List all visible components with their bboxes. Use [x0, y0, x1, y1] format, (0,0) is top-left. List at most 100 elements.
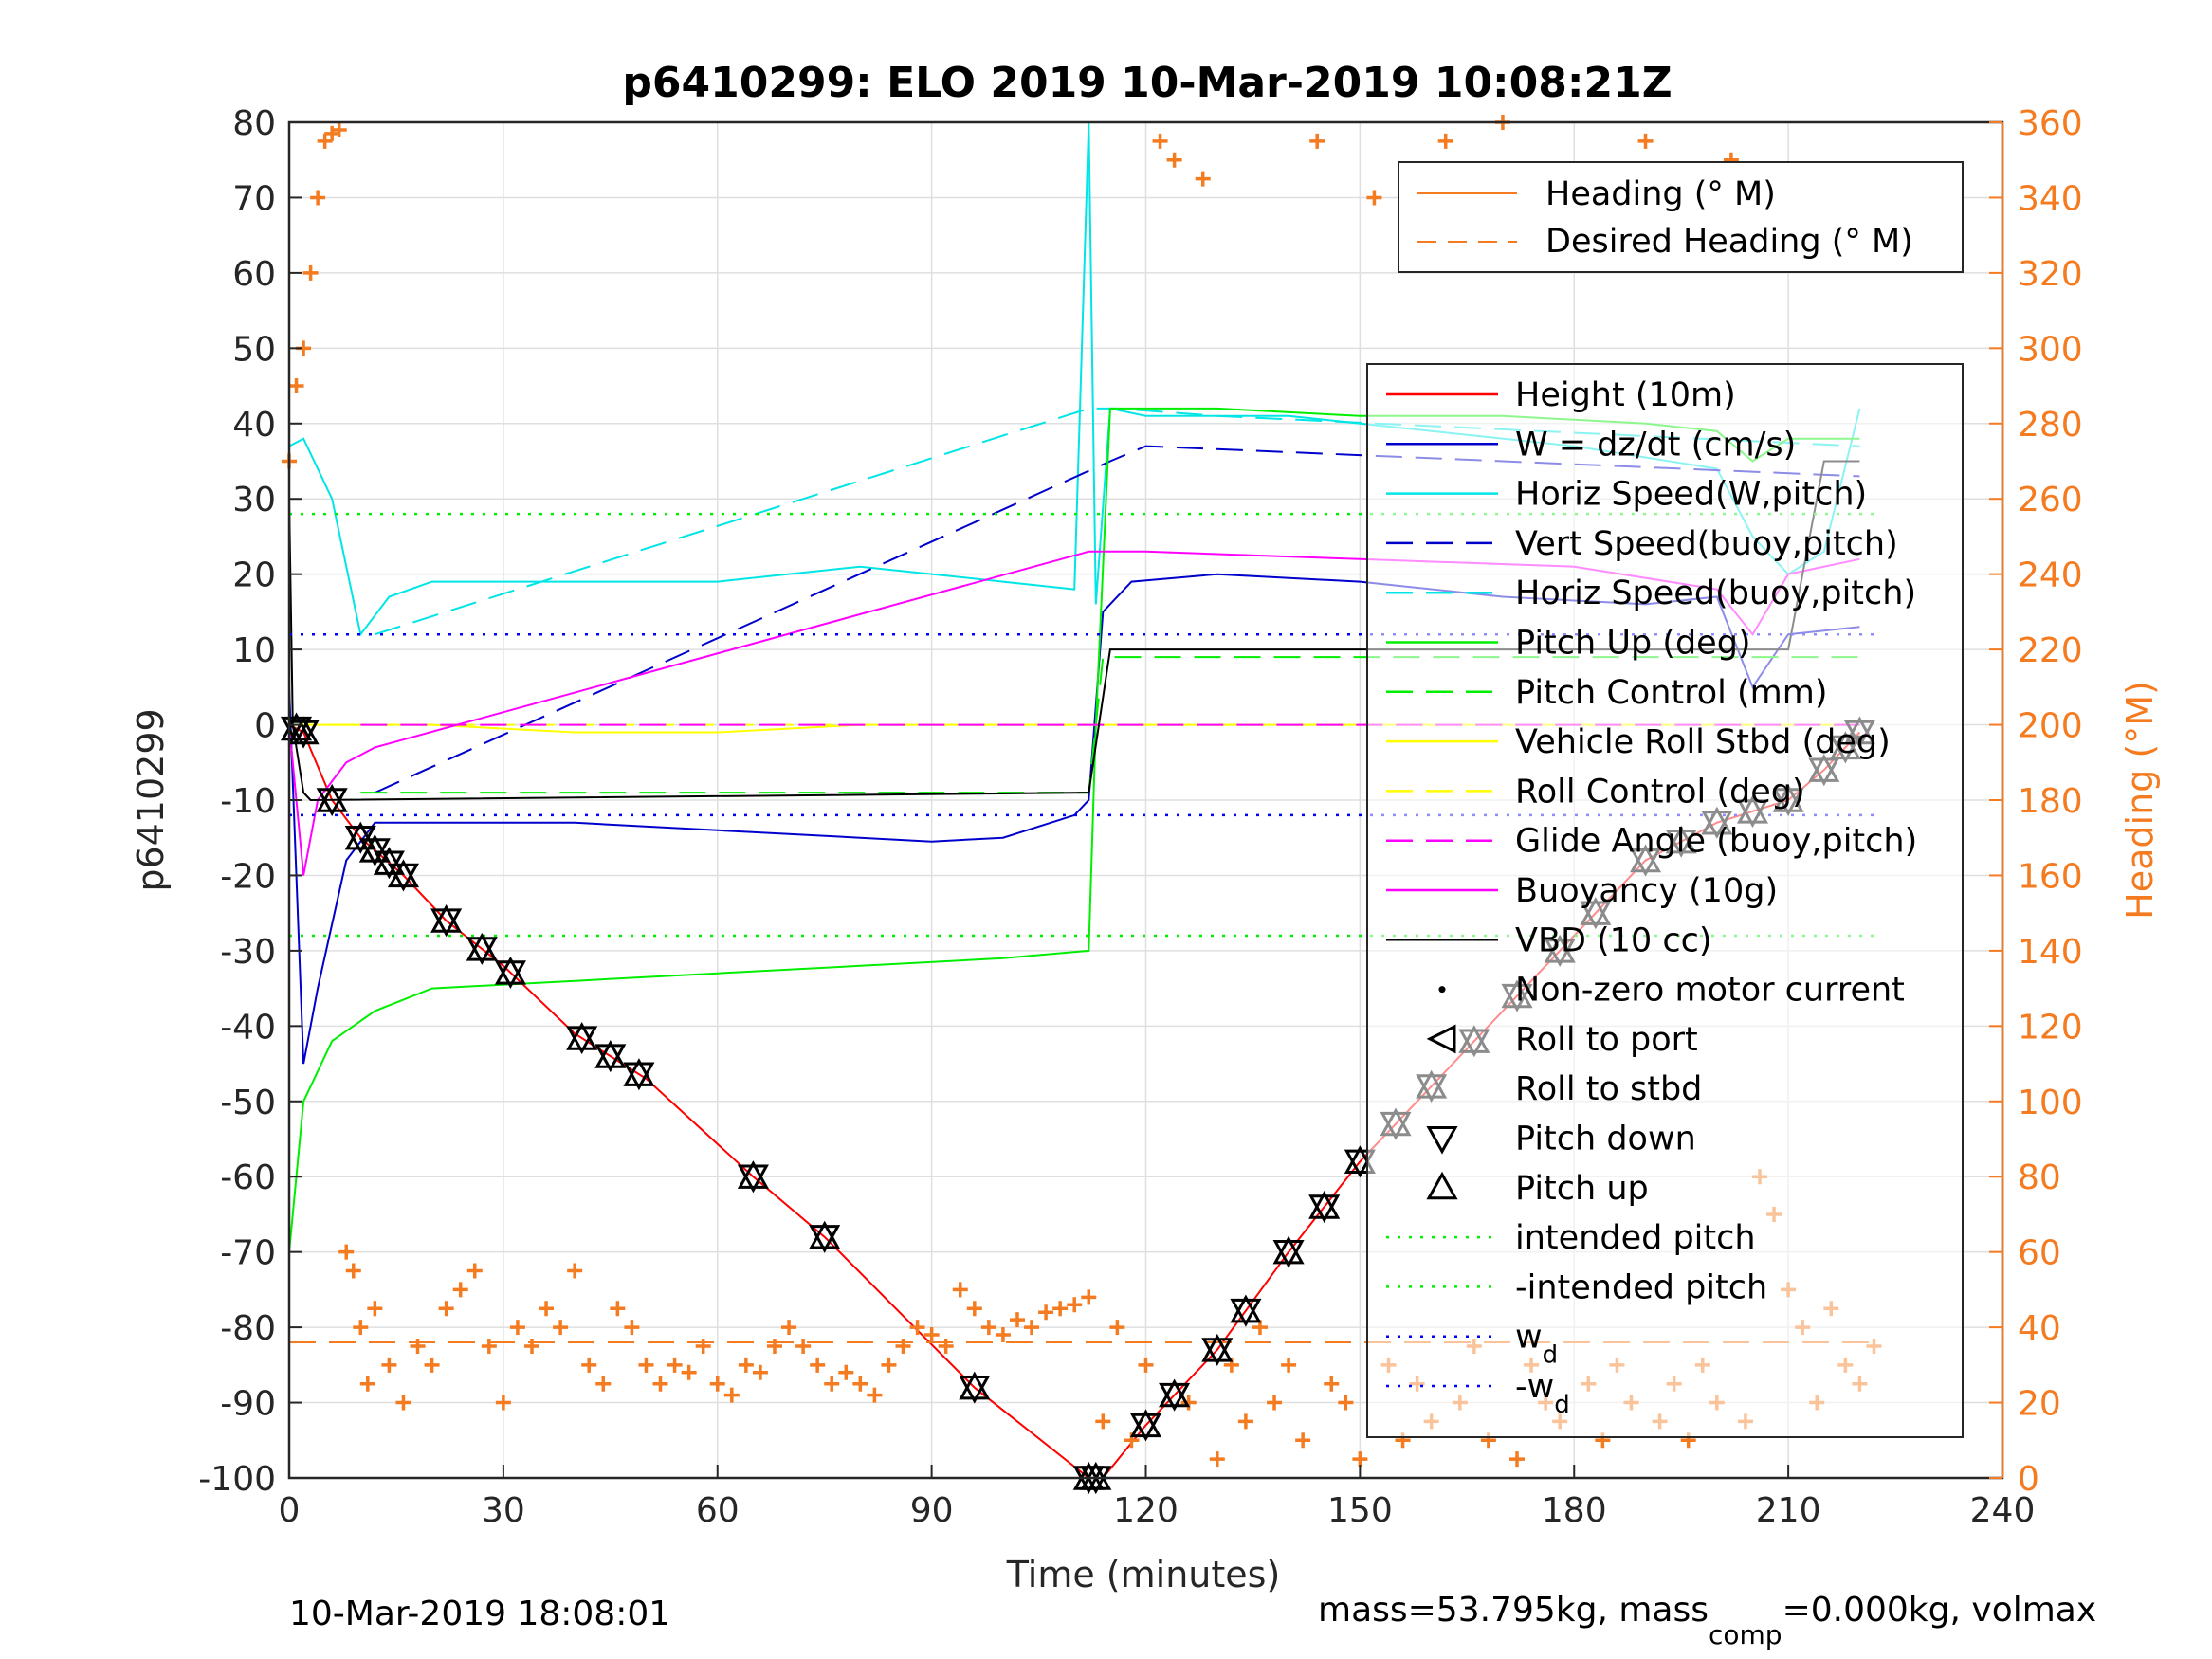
y2-tick-label: 40	[2018, 1309, 2061, 1348]
y2-tick-label: 180	[2018, 782, 2083, 821]
legend-heading-box	[1398, 161, 1964, 273]
pitch-down-marker	[1159, 1382, 1191, 1412]
heading-point	[895, 1338, 911, 1354]
y-tick-label: -20	[220, 857, 276, 896]
legend-label: -intended pitch	[1515, 1268, 1767, 1306]
heading-point	[766, 1338, 782, 1354]
x-tick-label: 60	[696, 1491, 740, 1530]
footer-mass-sub: comp	[1709, 1619, 1782, 1650]
heading-point	[1509, 1451, 1526, 1468]
y-tick-label: -50	[220, 1084, 276, 1122]
y-tick-label: 40	[232, 406, 276, 445]
heading-point	[1281, 1357, 1297, 1373]
heading-point	[695, 1338, 711, 1354]
legend-label: Horiz Speed(buoy,pitch)	[1515, 574, 1916, 612]
y2-tick-label: 260	[2018, 481, 2083, 520]
y-tick-label: -60	[220, 1158, 276, 1197]
heading-point	[781, 1320, 797, 1336]
footer-timestamp: 10-Mar-2019 18:08:01	[289, 1595, 670, 1633]
heading-point	[331, 121, 347, 137]
pitch-down-marker	[494, 960, 526, 990]
y-tick-label: -90	[220, 1385, 276, 1424]
heading-point	[481, 1338, 497, 1354]
heading-point	[1295, 1432, 1311, 1449]
y-axis-right-ticks: 0 20 40 60 80 100 120 140 160 180 200 220 240 260 280 3…	[1989, 104, 2083, 1499]
legend-label-subscript: d	[1554, 1391, 1570, 1419]
heading-point	[359, 1376, 375, 1392]
pitch-down-marker	[623, 1062, 655, 1091]
y-tick-label: -40	[220, 1008, 276, 1047]
heading-point	[438, 1301, 454, 1317]
heading-point	[738, 1357, 754, 1373]
heading-point	[624, 1320, 640, 1336]
heading-point	[317, 133, 333, 149]
y2-tick-label: 300	[2018, 330, 2083, 369]
heading-point	[1366, 190, 1382, 206]
heading-point	[353, 1320, 369, 1336]
heading-point	[1067, 1297, 1083, 1313]
heading-point	[952, 1282, 968, 1298]
y2-tick-label: 320	[2018, 255, 2083, 294]
heading-point	[938, 1338, 954, 1354]
pitch-down-marker	[1080, 1466, 1112, 1495]
legend-label: Vehicle Roll Stbd (deg)	[1515, 723, 1891, 761]
legend-label: Buoyancy (10g)	[1515, 872, 1778, 910]
heading-point	[367, 1301, 383, 1317]
y-tick-label: 30	[232, 481, 276, 520]
heading-point	[1052, 1301, 1069, 1317]
heading-point	[838, 1364, 854, 1380]
x-tick-label: 30	[482, 1491, 525, 1530]
y-axis-label: p6410299	[130, 708, 172, 891]
heading-point	[652, 1376, 668, 1392]
x-tick-label: 120	[1113, 1491, 1179, 1530]
chart-title: p6410299: ELO 2019 10-Mar-2019 10:08:21Z	[622, 59, 1672, 107]
legend-label: intended pitch	[1515, 1219, 1756, 1257]
heading-point	[824, 1376, 840, 1392]
heading-point	[1009, 1312, 1025, 1328]
y2-tick-label: 60	[2018, 1234, 2061, 1273]
legend-label-subscript: d	[1543, 1341, 1559, 1370]
legend-label: Horiz Speed(W,pitch)	[1515, 476, 1867, 514]
heading-point	[752, 1364, 768, 1380]
legend-heading: Heading (° M) Desired Heading (° M)	[1398, 161, 1964, 273]
y2-tick-label: 100	[2018, 1084, 2083, 1122]
heading-point	[1152, 133, 1168, 149]
heading-point	[881, 1357, 897, 1373]
y2-tick-label: 240	[2018, 556, 2083, 595]
pitch-down-marker	[1230, 1298, 1262, 1327]
heading-point	[1095, 1413, 1111, 1430]
legend-desired-heading-label: Desired Heading (° M)	[1545, 223, 1913, 261]
heading-point	[509, 1320, 525, 1336]
heading-point	[581, 1357, 597, 1373]
footer-mass: mass=53.795kg, masscomp=0.000kg, volmax	[1318, 1591, 2096, 1650]
pitch-down-marker	[316, 788, 348, 817]
heading-point	[1081, 1289, 1097, 1305]
y-tick-label: -70	[220, 1234, 276, 1273]
pitch-down-marker	[1308, 1194, 1341, 1224]
heading-point	[1180, 1395, 1197, 1411]
x-tick-label: 0	[279, 1491, 301, 1530]
legend-label: VBD (10 cc)	[1515, 921, 1712, 959]
legend-label: Height (10m)	[1515, 376, 1736, 414]
heading-point	[1024, 1320, 1040, 1336]
legend-label: Roll to port	[1515, 1021, 1698, 1059]
y-tick-label: -10	[220, 782, 276, 821]
heading-point	[980, 1320, 996, 1336]
y2-tick-label: 220	[2018, 631, 2083, 670]
pitch-down-marker	[387, 863, 420, 892]
heading-point	[539, 1301, 555, 1317]
x-axis-label: Time (minutes)	[1006, 1554, 1281, 1595]
pitch-down-marker	[466, 937, 498, 965]
legend-label: Glide Angle (buoy,pitch)	[1515, 823, 1917, 861]
heading-point	[923, 1327, 940, 1343]
legend-label: Roll Control (deg)	[1515, 773, 1805, 811]
y2-tick-label: 20	[2018, 1385, 2061, 1424]
heading-point	[381, 1357, 397, 1373]
heading-point	[567, 1263, 583, 1279]
heading-point	[424, 1357, 440, 1373]
y-tick-label: -100	[198, 1460, 276, 1499]
heading-point	[610, 1301, 626, 1317]
legend-label: Pitch up	[1515, 1170, 1649, 1208]
pitch-down-marker	[737, 1164, 769, 1194]
